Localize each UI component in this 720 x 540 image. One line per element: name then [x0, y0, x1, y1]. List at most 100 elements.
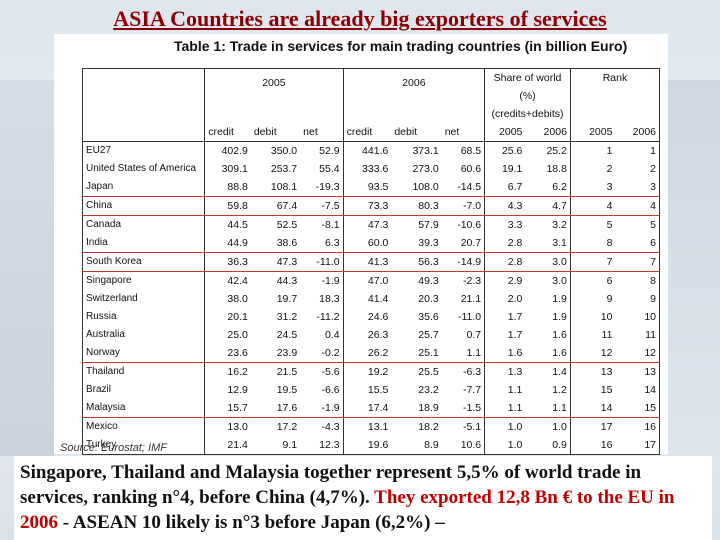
- value-cell: 21.5: [276, 366, 298, 378]
- table-source: Source: Eurostat; IMF: [60, 442, 167, 454]
- background-decoration-left: [0, 80, 54, 456]
- value-cell: 11: [615, 326, 661, 344]
- value-cell: 44.5: [227, 219, 248, 231]
- value-cell: 59.8: [204, 196, 251, 216]
- value-cell: 309.1: [221, 163, 248, 175]
- value-cell: 23.9: [250, 344, 301, 363]
- table-row: Turkey 21.4 9.1 12.3 19.6 8.9 10.6 1.0 0.9 16 17: [81, 436, 661, 455]
- value-cell: 31.2: [276, 311, 298, 323]
- table-row: South Korea 36.3 47.3 -11.0 41.3 56.3 -14.9 2.8…: [81, 252, 661, 272]
- value-cell: -14.5: [441, 178, 486, 197]
- col-header: credit: [204, 123, 251, 142]
- value-cell: 15: [600, 384, 613, 396]
- value-cell: 12: [570, 344, 616, 363]
- table-row: Brazil 12.9 19.5 -6.6 15.5 23.2 -7.7 1.1 1.2 15 14: [81, 381, 661, 399]
- value-cell: 9: [615, 290, 661, 308]
- value-cell: 19.6: [343, 436, 392, 455]
- col-header: credit: [343, 123, 392, 142]
- value-cell: 1.4: [525, 362, 571, 381]
- value-cell: 1.1: [441, 344, 486, 363]
- value-cell: 6.3: [300, 234, 344, 253]
- value-cell: 21.4: [204, 436, 251, 455]
- value-cell: -19.3: [300, 178, 344, 197]
- country-cell: India: [81, 234, 206, 253]
- country-cell: China: [81, 196, 206, 216]
- value-cell: 6.7: [484, 178, 526, 197]
- value-cell: -11.0: [300, 252, 344, 272]
- value-cell: 108.0: [391, 178, 442, 197]
- value-cell: -5.1: [441, 417, 486, 436]
- table-row: Switzerland 38.0 19.7 18.3 41.4 20.3 21.1 2.0 1.…: [81, 290, 661, 308]
- col-header: 2005: [570, 123, 616, 142]
- value-cell: -11.0: [441, 308, 486, 326]
- country-cell: Japan: [81, 178, 206, 197]
- table-row: Thailand 16.2 21.5 -5.6 19.2 25.5 -6.3 1.3 1.4 13…: [81, 362, 661, 381]
- slide-title: ASIA Countries are already big exporters…: [113, 6, 607, 31]
- value-cell: -5.6: [300, 362, 344, 381]
- value-cell: 1.2: [525, 381, 571, 399]
- value-cell: 3: [570, 178, 616, 197]
- col-header: net: [441, 123, 486, 142]
- value-cell: -8.1: [300, 215, 344, 234]
- value-cell: 13: [600, 366, 613, 378]
- country-cell: Mexico: [81, 417, 206, 436]
- value-cell: 25.2: [525, 141, 571, 160]
- value-cell: 60.0: [343, 234, 392, 253]
- value-cell: 93.5: [343, 178, 392, 197]
- value-cell: 273.0: [412, 163, 439, 175]
- country-cell: Thailand: [81, 362, 206, 381]
- table-row: Canada 44.5 52.5 -8.1 47.3 57.9 -10.6 3.3 3.2 5 5: [81, 215, 661, 234]
- value-cell: 3: [615, 178, 661, 197]
- value-cell: 15: [615, 399, 661, 418]
- value-cell: 49.3: [418, 275, 439, 287]
- value-cell: 16: [570, 436, 616, 455]
- header-corner: [81, 68, 206, 97]
- table-row: Mexico 13.0 17.2 -4.3 13.1 18.2 -5.1 1.0 1.0 17 16: [81, 417, 661, 436]
- value-cell: -10.6: [441, 215, 486, 234]
- country-cell: United States of America: [81, 160, 206, 178]
- value-cell: 0.7: [441, 326, 486, 344]
- value-cell: 4.3: [484, 196, 526, 216]
- value-cell: 1.1: [484, 399, 526, 418]
- country-cell: Malaysia: [81, 399, 206, 418]
- value-cell: 73.3: [343, 196, 392, 216]
- table-panel: Table 1: Trade in services for main trad…: [54, 34, 668, 455]
- value-cell: 12.3: [300, 436, 344, 455]
- col-header-country: [81, 123, 206, 142]
- country-cell: Australia: [81, 326, 206, 344]
- value-cell: 14: [615, 381, 661, 399]
- value-cell: 19.5: [276, 384, 298, 396]
- value-cell: 9: [606, 293, 613, 305]
- table-row: India 44.9 38.6 6.3 60.0 39.3 20.7 2.8 3.1 8 6: [81, 234, 661, 253]
- value-cell: 6: [615, 234, 661, 253]
- value-cell: 19.1: [501, 163, 523, 175]
- value-cell: 26.2: [343, 344, 392, 363]
- col-header: 2006: [615, 123, 661, 142]
- value-cell: 253.7: [270, 163, 298, 175]
- table-row: Norway 23.6 23.9 -0.2 26.2 25.1 1.1 1.6 1.6 12 12: [81, 344, 661, 363]
- value-cell: 21.1: [441, 290, 486, 308]
- value-cell: 1.1: [507, 384, 523, 396]
- note-text-highlight: They exported 12,8 Bn € to the EU in 200…: [20, 487, 675, 533]
- value-cell: 47.0: [367, 275, 389, 287]
- country-cell: Switzerland: [81, 290, 206, 308]
- value-cell: -7.5: [300, 196, 344, 216]
- value-cell: 16.2: [227, 366, 248, 378]
- value-cell: 7: [615, 252, 661, 272]
- value-cell: -6.3: [441, 362, 486, 381]
- value-cell: 17.2: [276, 421, 298, 433]
- col-header: 2006: [525, 123, 571, 142]
- value-cell: -7.7: [441, 381, 486, 399]
- table-row: EU27 402.9 350.0 52.9 441.6 373.1 68.5 25.6 25.2…: [81, 141, 661, 160]
- value-cell: 55.4: [300, 160, 344, 178]
- value-cell: 20.7: [441, 234, 486, 253]
- value-cell: 25.5: [418, 366, 439, 378]
- value-cell: 17: [615, 436, 661, 455]
- value-cell: 13.0: [227, 421, 248, 433]
- note-text-tail: - ASEAN 10 likely is n°3 before Japan (6…: [58, 512, 445, 533]
- col-header: debit: [250, 123, 301, 142]
- col-header: debit: [391, 123, 442, 142]
- value-cell: 2.8: [484, 234, 526, 253]
- value-cell: 19.2: [367, 366, 389, 378]
- value-cell: 15.5: [367, 384, 389, 396]
